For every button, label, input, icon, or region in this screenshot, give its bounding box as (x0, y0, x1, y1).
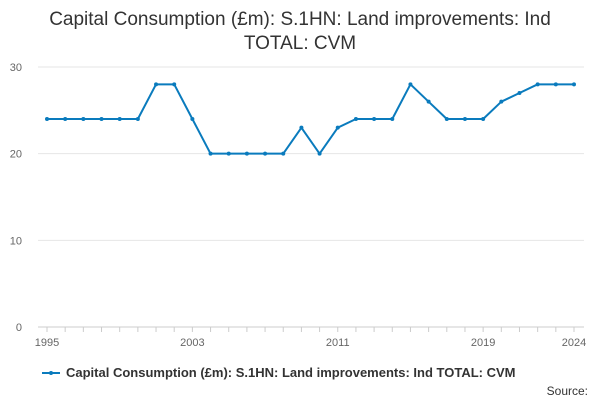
data-point-1995 (45, 117, 49, 121)
data-point-1997 (81, 117, 86, 121)
data-point-2017 (444, 117, 449, 121)
y-tick-label-0: 0 (16, 322, 22, 334)
data-point-2019 (481, 117, 486, 121)
y-tick-label-10: 10 (10, 235, 22, 247)
legend-label: Capital Consumption (£m): S.1HN: Land im… (66, 365, 516, 380)
data-point-1998 (99, 117, 104, 121)
data-point-2006 (244, 151, 249, 156)
chart-title: Capital Consumption (£m): S.1HN: Land im… (0, 8, 600, 56)
data-point-2000 (135, 117, 140, 121)
data-point-1996 (63, 117, 68, 121)
data-point-2023 (553, 82, 558, 87)
x-tick-label-2019: 2019 (471, 337, 495, 349)
x-tick-label-2024: 2024 (562, 337, 586, 349)
data-point-2014 (390, 117, 395, 121)
data-point-2024 (572, 82, 576, 87)
x-tick-label-2011: 2011 (326, 337, 350, 349)
data-point-2001 (154, 82, 159, 87)
source-label: Source: (546, 384, 588, 398)
y-tick-label-30: 30 (10, 62, 22, 74)
data-point-2002 (172, 82, 177, 87)
data-point-2008 (281, 151, 286, 156)
data-point-2018 (462, 117, 467, 121)
data-point-2007 (263, 151, 268, 156)
series-line-0 (47, 83, 574, 155)
data-point-2022 (535, 82, 540, 87)
data-point-1999 (117, 117, 122, 121)
legend-line-icon (42, 367, 60, 379)
data-point-2021 (517, 91, 522, 95)
x-tick-label-1995: 1995 (35, 337, 59, 349)
data-point-2005 (226, 151, 231, 156)
data-point-2009 (299, 125, 304, 130)
data-point-2016 (426, 99, 431, 104)
x-tick-label-2003: 2003 (180, 337, 204, 349)
data-point-2020 (499, 99, 504, 104)
data-point-2011 (335, 125, 340, 130)
data-point-2003 (190, 117, 195, 121)
data-point-2013 (372, 117, 377, 121)
chart-title-line-1: Capital Consumption (£m): S.1HN: Land im… (49, 9, 551, 30)
chart-title-line-2: TOTAL: CVM (243, 33, 357, 54)
data-point-2010 (317, 151, 322, 156)
data-point-2015 (408, 82, 413, 87)
legend[interactable]: Capital Consumption (£m): S.1HN: Land im… (42, 365, 515, 380)
y-tick-label-20: 20 (10, 149, 22, 161)
data-point-2012 (353, 117, 358, 121)
data-point-2004 (208, 151, 213, 156)
